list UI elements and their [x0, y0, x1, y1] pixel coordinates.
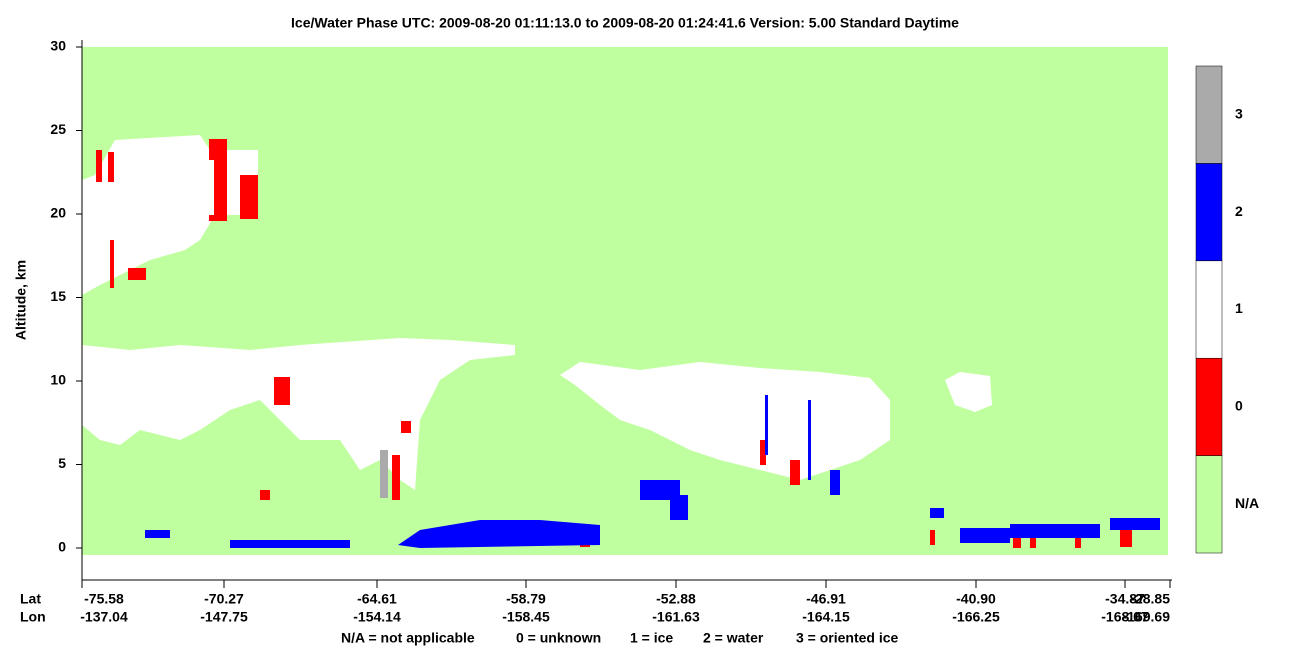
colorbar-label: 2 [1235, 203, 1243, 219]
row-label: Lat [20, 591, 41, 607]
lat-label: -58.79 [506, 591, 546, 607]
lat-label: -64.61 [357, 591, 397, 607]
lat-label: -52.88 [656, 591, 696, 607]
legend-text: 2 = water [703, 630, 764, 646]
lat-label: -40.90 [956, 591, 996, 607]
phase-gray [380, 450, 388, 498]
lat-label: -46.91 [806, 591, 846, 607]
y-tick-label: 25 [50, 121, 66, 137]
lon-label: -161.63 [652, 609, 700, 625]
y-tick-label: 10 [50, 372, 66, 388]
legend-text: N/A = not applicable [341, 630, 475, 646]
lat-label: -70.27 [204, 591, 244, 607]
colorbar-swatch [1195, 65, 1223, 164]
y-tick-label: 5 [58, 455, 66, 471]
lon-label: -166.25 [952, 609, 1000, 625]
colorbar-label: N/A [1235, 495, 1259, 511]
lon-label: -158.45 [502, 609, 550, 625]
gap [208, 160, 214, 215]
colorbar-label: 1 [1235, 300, 1243, 316]
legend-text: 0 = unknown [516, 630, 601, 646]
plot-area [82, 47, 1168, 555]
lat-label: -28.85 [1130, 591, 1170, 607]
phase-red [96, 139, 1132, 548]
below-area [82, 555, 1168, 580]
chart-title: Ice/Water Phase UTC: 2009-08-20 01:11:13… [291, 15, 959, 31]
y-tick-label: 20 [50, 205, 66, 221]
colorbar-swatch [1195, 357, 1223, 456]
lon-label: -137.04 [80, 609, 128, 625]
row-label: Lon [20, 609, 46, 625]
colorbar-swatch [1195, 163, 1223, 262]
lat-label: -75.58 [84, 591, 124, 607]
colorbar-swatch [1195, 455, 1223, 554]
y-axis-label: Altitude, km [13, 260, 29, 340]
lon-label: -147.75 [200, 609, 248, 625]
colorbar-label: 3 [1235, 105, 1243, 121]
legend-text: 3 = oriented ice [796, 630, 899, 646]
lat-label: -34.87 [1105, 591, 1145, 607]
phase-blue [145, 395, 1160, 548]
colorbar-label: 0 [1235, 398, 1243, 414]
lon-label: -164.15 [802, 609, 850, 625]
lon-label: -154.14 [353, 609, 401, 625]
y-tick-label: 0 [58, 539, 66, 555]
lon-label: -169.69 [1123, 609, 1171, 625]
y-tick-label: 15 [50, 288, 66, 304]
y-tick-label: 30 [50, 38, 66, 54]
lon-label: -168.07 [1101, 609, 1149, 625]
colorbar-swatch [1195, 260, 1223, 359]
legend-text: 1 = ice [630, 630, 673, 646]
